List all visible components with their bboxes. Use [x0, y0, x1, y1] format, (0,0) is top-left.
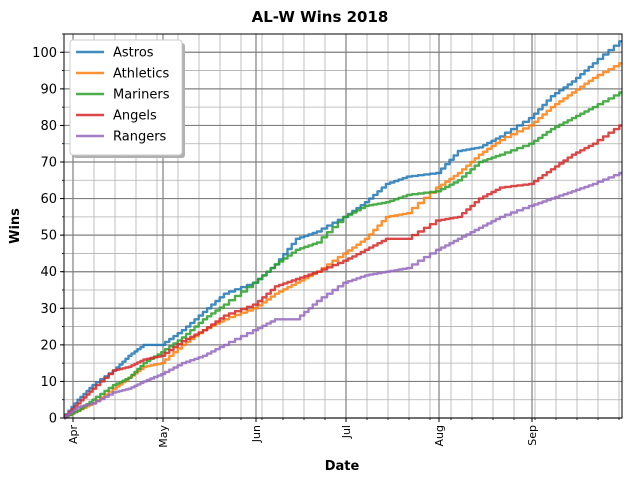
- y-tick-label: 70: [40, 156, 57, 171]
- x-tick-label: Aug: [433, 425, 446, 446]
- y-tick-label: 10: [40, 375, 57, 390]
- plot-area: [63, 33, 623, 419]
- y-axis-label: Wins: [8, 208, 23, 244]
- legend-label-mariners: Mariners: [113, 88, 170, 103]
- series-lines: [64, 40, 622, 420]
- series-line-angels: [64, 124, 622, 420]
- y-tick-label: 0: [49, 412, 57, 427]
- y-tick-label: 50: [40, 229, 57, 244]
- y-tick-label: 20: [40, 338, 57, 353]
- legend-label-rangers: Rangers: [113, 130, 167, 145]
- x-tick-label: May: [157, 425, 170, 448]
- x-axis-label: Date: [325, 459, 360, 474]
- series-line-astros: [64, 40, 622, 420]
- x-tick-label: Jul: [340, 425, 353, 439]
- y-tick-label: 60: [40, 192, 57, 207]
- legend-box: [69, 39, 183, 156]
- legend-label-angels: Angels: [113, 109, 157, 124]
- series-line-rangers: [64, 171, 622, 420]
- y-tick-label: 100: [32, 46, 57, 61]
- axes: 0 10 20 30 40 50 60 70 80 90 100 Apr May Jun Jul Aug Sep: [32, 33, 620, 448]
- series-line-mariners: [64, 91, 622, 420]
- y-tick-label: 30: [40, 302, 57, 317]
- y-tick-label: 40: [40, 265, 57, 280]
- y-tick-label: 80: [40, 119, 57, 134]
- y-tick-label: 90: [40, 82, 57, 97]
- legend: Astros Athletics Mariners Angels Rangers: [69, 39, 185, 158]
- legend-label-astros: Astros: [113, 46, 154, 61]
- chart-title: AL-W Wins 2018: [252, 8, 389, 26]
- x-tick-label: Sep: [526, 425, 539, 446]
- x-tick-label: Jun: [250, 425, 263, 443]
- x-tick-label: Apr: [67, 425, 80, 445]
- legend-label-athletics: Athletics: [113, 67, 169, 82]
